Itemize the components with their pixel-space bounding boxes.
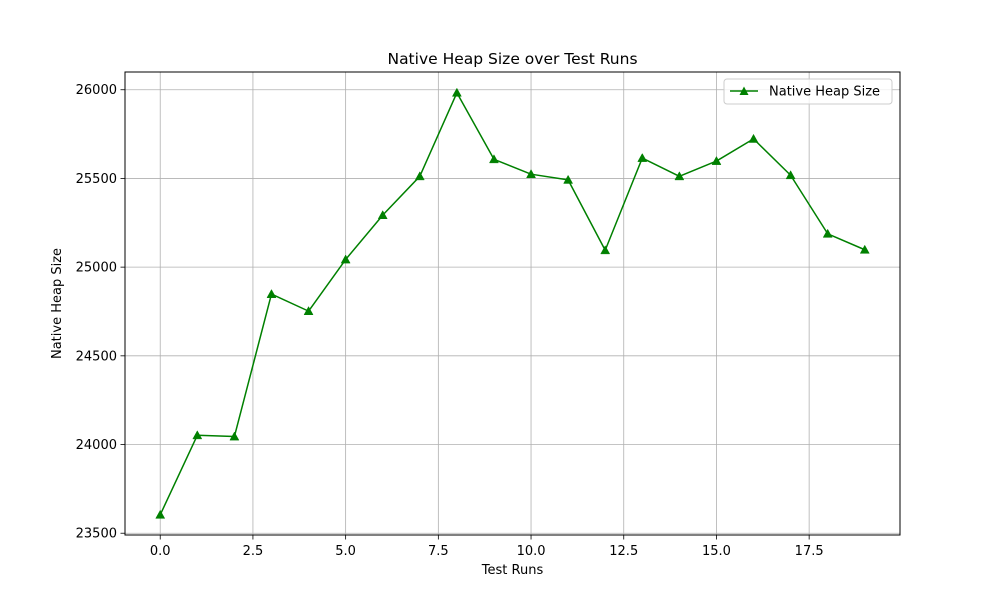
x-tick-label: 15.0 <box>702 544 731 559</box>
data-point-triangle <box>748 133 759 143</box>
data-point-triangle <box>155 509 166 519</box>
data-point-triangle <box>822 228 833 238</box>
x-tick-label: 5.0 <box>335 544 356 559</box>
chart-title: Native Heap Size over Test Runs <box>387 50 637 68</box>
data-point-triangle <box>229 431 240 441</box>
data-point-triangle <box>859 244 870 254</box>
plot-area-frame <box>124 71 901 536</box>
data-point-triangle <box>674 171 685 181</box>
x-tick-label: 7.5 <box>428 544 449 559</box>
data-point-triangle <box>414 171 425 181</box>
legend-box <box>723 78 893 105</box>
data-point-triangle <box>340 254 351 264</box>
data-point-triangle <box>563 174 574 184</box>
x-tick-label: 12.5 <box>609 544 638 559</box>
y-tick-label: 25500 <box>76 172 117 187</box>
y-tick-label: 26000 <box>76 83 117 98</box>
data-point-triangle <box>451 87 462 97</box>
x-tick-label: 10.0 <box>517 544 546 559</box>
y-axis-label: Native Heap Size <box>50 248 65 359</box>
legend: Native Heap Size <box>723 78 893 105</box>
series-layer <box>155 87 870 519</box>
data-point-triangle <box>526 169 536 179</box>
series-line <box>159 92 866 516</box>
x-tick-label: 17.5 <box>795 544 824 559</box>
x-tick-label: 0.0 <box>150 544 171 559</box>
y-tick-label: 23500 <box>76 527 117 542</box>
data-point-triangle <box>489 154 499 164</box>
x-tick-label: 2.5 <box>243 544 264 559</box>
x-axis-ticks: 0.0 2.5 5.0 7.5 10.0 12.5 15.0 17.5 <box>150 535 824 559</box>
data-point-triangle <box>266 289 277 298</box>
data-point-triangle <box>785 170 796 180</box>
grid <box>125 72 900 535</box>
data-point-triangle <box>303 306 314 315</box>
legend-label: Native Heap Size <box>769 85 880 100</box>
legend-marker-triangle-icon <box>739 86 749 95</box>
data-point-triangle <box>637 153 648 162</box>
data-point-triangle <box>600 245 611 255</box>
data-point-triangle <box>192 430 203 440</box>
y-tick-label: 24500 <box>76 349 117 364</box>
y-tick-label: 25000 <box>76 261 117 276</box>
data-point-triangle <box>711 156 722 165</box>
y-axis-ticks: 23500 24000 24500 25000 25500 26000 <box>76 83 125 542</box>
data-point-triangle <box>377 210 388 220</box>
y-tick-label: 24000 <box>76 438 117 453</box>
x-axis-label: Test Runs <box>481 563 544 578</box>
